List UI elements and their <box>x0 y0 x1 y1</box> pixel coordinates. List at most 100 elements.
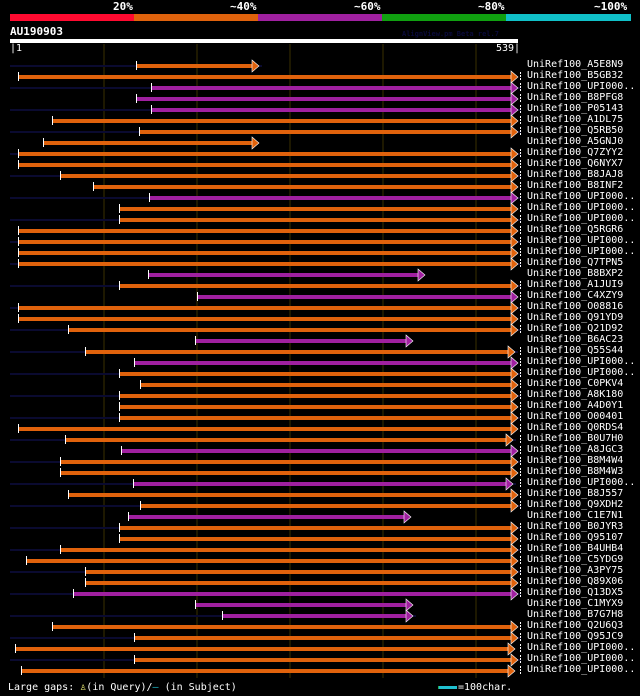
aligned-segment <box>68 493 511 497</box>
aligned-segment <box>60 460 511 464</box>
aligned-segment <box>134 658 511 662</box>
end-arrow <box>405 334 414 348</box>
hit-name[interactable]: UniRef100_B0JYR3 <box>527 521 624 532</box>
hit-name[interactable]: UniRef100_B8JAJ8 <box>527 169 624 180</box>
hit-name[interactable]: UniRef100_B0U7H0 <box>527 433 624 444</box>
end-arrow <box>510 543 519 557</box>
hit-name[interactable]: UniRef100_A5E8N9 <box>527 59 624 70</box>
hit-name[interactable]: UniRef100_Q89X06 <box>527 576 624 587</box>
aligned-segment <box>119 416 511 420</box>
aligned-segment <box>195 603 406 607</box>
hit-name[interactable]: UniRef100_O00401 <box>527 411 624 422</box>
end-arrow <box>510 620 519 634</box>
hit-name[interactable]: UniRef100_Q5RB50 <box>527 125 624 136</box>
end-arrow <box>510 576 519 590</box>
hit-name[interactable]: UniRef100_Q91YD9 <box>527 312 624 323</box>
end-arrow <box>403 510 412 524</box>
hit-name[interactable]: UniRef100_UPI000.. <box>527 191 636 202</box>
end-arrow <box>510 70 519 84</box>
hit-name[interactable]: UniRef100_B8J557 <box>527 488 624 499</box>
hit-name[interactable]: UniRef100_C1E7N1 <box>527 510 624 521</box>
aligned-segment <box>52 119 511 123</box>
hit-name[interactable]: UniRef100_C5YDG9 <box>527 554 624 565</box>
aligned-segment <box>60 471 511 475</box>
hit-name[interactable]: UniRef100_UPI000.. <box>527 213 636 224</box>
hit-name[interactable]: UniRef100_Q13DX5 <box>527 587 624 598</box>
aligned-segment <box>195 339 406 343</box>
end-arrow <box>510 422 519 436</box>
end-arrow <box>510 290 519 304</box>
end-arrow <box>510 279 519 293</box>
hit-name[interactable]: UniRef100_A1DL75 <box>527 114 624 125</box>
hit-name[interactable]: UniRef100_UPI000.. <box>527 356 636 367</box>
aligned-segment <box>119 218 511 222</box>
aligned-segment <box>18 240 511 244</box>
aligned-segment <box>151 86 511 90</box>
hit-name[interactable]: UniRef100_B8M4W3 <box>527 466 624 477</box>
aligned-segment <box>133 482 506 486</box>
hit-name[interactable]: UniRef100_B6AC23 <box>527 334 624 345</box>
hit-name[interactable]: UniRef100_C0PKV4 <box>527 378 624 389</box>
hit-name[interactable]: UniRef100_A8K180 <box>527 389 624 400</box>
aligned-segment <box>140 383 511 387</box>
hit-name[interactable]: UniRef100_UPI000.. <box>527 81 636 92</box>
hit-name[interactable]: UniRef100_UPI000.. <box>527 477 636 488</box>
end-arrow <box>510 400 519 414</box>
hit-name[interactable]: UniRef100_Q6NYX7 <box>527 158 624 169</box>
legend-label-20: 20% <box>113 0 133 13</box>
hit-name[interactable]: UniRef100_A1JUI9 <box>527 279 624 290</box>
end-arrow <box>510 246 519 260</box>
hit-name[interactable]: UniRef100_O08816 <box>527 301 624 312</box>
aligned-segment <box>139 130 511 134</box>
hit-name[interactable]: UniRef100_UPI000.. <box>527 642 636 653</box>
hit-name[interactable]: UniRef100_B8BXP2 <box>527 268 624 279</box>
hit-name[interactable]: UniRef100_A8JGC3 <box>527 444 624 455</box>
end-arrow <box>510 158 519 172</box>
hit-name[interactable]: UniRef100_A3PY75 <box>527 565 624 576</box>
hit-name[interactable]: UniRef100_A5GNJ0 <box>527 136 624 147</box>
hit-name[interactable]: UniRef100_Q95JC9 <box>527 631 624 642</box>
hit-name[interactable]: UniRef100_B5GB32 <box>527 70 624 81</box>
hit-name[interactable]: UniRef100_UPI000.. <box>527 653 636 664</box>
hit-name[interactable]: UniRef100_Q2U6Q3 <box>527 620 624 631</box>
hit-name[interactable]: UniRef100_UPI000.. <box>527 246 636 257</box>
hit-name[interactable]: UniRef100_Q21D92 <box>527 323 624 334</box>
end-arrow <box>510 202 519 216</box>
hit-name[interactable]: UniRef100_Q95107 <box>527 532 624 543</box>
aligned-segment <box>65 438 506 442</box>
legend-label-60: ~60% <box>354 0 381 13</box>
hit-name[interactable]: UniRef100_C4XZY9 <box>527 290 624 301</box>
hit-name[interactable]: UniRef100_A4D0Y1 <box>527 400 624 411</box>
query-gap-icon: ♙ <box>80 682 87 693</box>
hit-name[interactable]: UniRef100_Q7ZYY2 <box>527 147 624 158</box>
aligned-segment <box>151 108 511 112</box>
hit-name[interactable]: UniRef100_UPI000.. <box>527 367 636 378</box>
aligned-segment <box>18 229 511 233</box>
hit-name[interactable]: UniRef100_UPI000.. <box>527 664 636 675</box>
hit-name[interactable]: UniRef100_B8PFG8 <box>527 92 624 103</box>
aligned-segment <box>134 361 511 365</box>
hit-name[interactable]: UniRef100_B8M4W4 <box>527 455 624 466</box>
aligned-segment <box>119 372 511 376</box>
hit-name[interactable]: UniRef100_B8INF2 <box>527 180 624 191</box>
end-arrow <box>510 356 519 370</box>
aligned-segment <box>18 317 511 321</box>
hit-name[interactable]: UniRef100_UPI000.. <box>527 235 636 246</box>
hit-name[interactable]: UniRef100_Q55S44 <box>527 345 624 356</box>
in-subject-label: (in Subject) <box>158 682 237 693</box>
hit-name[interactable]: UniRef100_Q0RDS4 <box>527 422 624 433</box>
scale-end: 539| <box>496 43 521 54</box>
aligned-segment <box>18 427 511 431</box>
hit-name[interactable]: UniRef100_B4UHB4 <box>527 543 624 554</box>
aligned-segment <box>73 592 511 596</box>
aligned-segment <box>119 207 511 211</box>
hit-name[interactable]: UniRef100_B7G7H8 <box>527 609 624 620</box>
aligned-segment <box>60 548 511 552</box>
hit-name[interactable]: UniRef100_Q5RGR6 <box>527 224 624 235</box>
hit-name[interactable]: UniRef100_C1MYX9 <box>527 598 624 609</box>
hit-name[interactable]: UniRef100_P05143 <box>527 103 624 114</box>
hit-name[interactable]: UniRef100_Q7TPN5 <box>527 257 624 268</box>
end-arrow <box>510 554 519 568</box>
hit-name[interactable]: UniRef100_Q9XDH2 <box>527 499 624 510</box>
hit-name[interactable]: UniRef100_UPI000.. <box>527 202 636 213</box>
